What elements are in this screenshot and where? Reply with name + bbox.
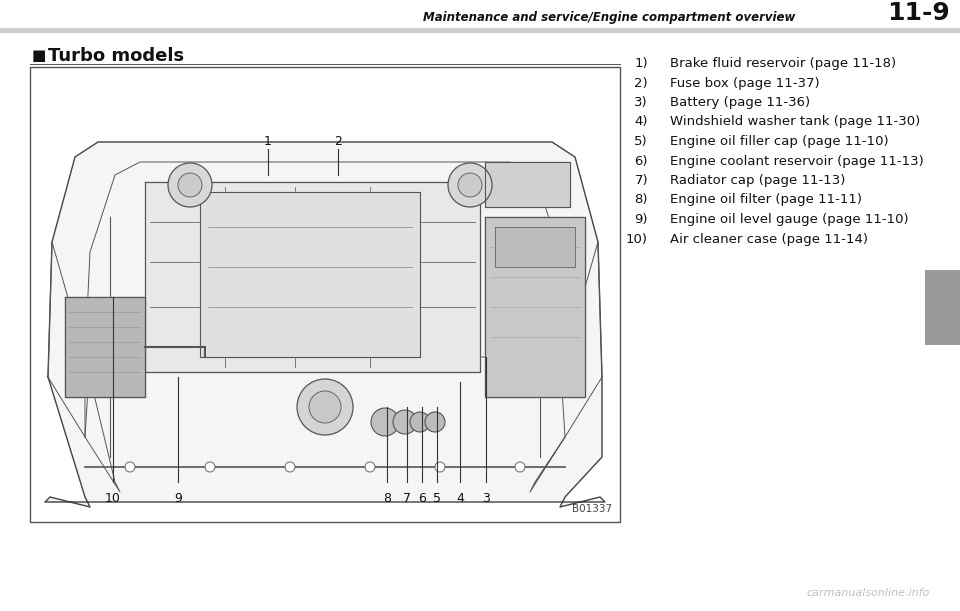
Bar	[0, 28, 960, 33]
Polygon shape	[485, 162, 570, 207]
Circle shape	[435, 462, 445, 472]
Circle shape	[371, 408, 399, 436]
Polygon shape	[145, 182, 480, 372]
Text: 3): 3)	[635, 96, 648, 109]
Polygon shape	[495, 227, 575, 267]
Circle shape	[425, 412, 445, 432]
Circle shape	[285, 462, 295, 472]
Circle shape	[178, 173, 202, 197]
Polygon shape	[45, 142, 605, 507]
Circle shape	[515, 462, 525, 472]
Bar	[925, 270, 960, 345]
Text: 9: 9	[174, 492, 182, 505]
Text: 2): 2)	[635, 76, 648, 89]
Text: 10): 10)	[626, 233, 648, 246]
Text: 7: 7	[403, 492, 411, 505]
Text: Battery (page 11-36): Battery (page 11-36)	[670, 96, 810, 109]
Text: Maintenance and service/Engine compartment overview: Maintenance and service/Engine compartme…	[422, 11, 795, 24]
Polygon shape	[485, 217, 585, 397]
Text: 6): 6)	[635, 155, 648, 167]
Text: Engine coolant reservoir (page 11-13): Engine coolant reservoir (page 11-13)	[670, 155, 924, 167]
Text: 1): 1)	[635, 57, 648, 70]
Circle shape	[168, 163, 212, 207]
Text: Brake fluid reservoir (page 11-18): Brake fluid reservoir (page 11-18)	[670, 57, 896, 70]
Bar	[30, 67, 620, 522]
Text: Engine oil level gauge (page 11-10): Engine oil level gauge (page 11-10)	[670, 213, 908, 226]
Text: 8: 8	[383, 492, 391, 505]
Text: Turbo models: Turbo models	[48, 47, 184, 65]
Text: 6: 6	[418, 492, 426, 505]
Text: Engine oil filler cap (page 11-10): Engine oil filler cap (page 11-10)	[670, 135, 889, 148]
Text: Windshield washer tank (page 11-30): Windshield washer tank (page 11-30)	[670, 115, 921, 128]
Text: 1: 1	[264, 135, 272, 148]
Circle shape	[458, 173, 482, 197]
Text: 10: 10	[105, 492, 121, 505]
Circle shape	[393, 410, 417, 434]
Circle shape	[309, 391, 341, 423]
Text: 4): 4)	[635, 115, 648, 128]
Circle shape	[297, 379, 353, 435]
Text: 3: 3	[482, 492, 490, 505]
Text: carmanualsonline.info: carmanualsonline.info	[806, 588, 930, 598]
Text: 7): 7)	[635, 174, 648, 187]
Circle shape	[125, 462, 135, 472]
Text: Air cleaner case (page 11-14): Air cleaner case (page 11-14)	[670, 233, 868, 246]
Text: 4: 4	[456, 492, 464, 505]
Text: Radiator cap (page 11-13): Radiator cap (page 11-13)	[670, 174, 846, 187]
Text: 11-9: 11-9	[887, 1, 950, 25]
Text: Fuse box (page 11-37): Fuse box (page 11-37)	[670, 76, 820, 89]
Polygon shape	[200, 192, 420, 357]
Text: 2: 2	[334, 135, 342, 148]
Text: 9): 9)	[635, 213, 648, 226]
Circle shape	[205, 462, 215, 472]
Text: 5: 5	[433, 492, 441, 505]
Circle shape	[448, 163, 492, 207]
Text: Engine oil filter (page 11-11): Engine oil filter (page 11-11)	[670, 194, 862, 207]
Circle shape	[365, 462, 375, 472]
Text: ■: ■	[32, 48, 46, 63]
Polygon shape	[65, 297, 145, 397]
Text: 8): 8)	[635, 194, 648, 207]
Circle shape	[410, 412, 430, 432]
Text: 5): 5)	[635, 135, 648, 148]
Text: B01337: B01337	[572, 504, 612, 514]
